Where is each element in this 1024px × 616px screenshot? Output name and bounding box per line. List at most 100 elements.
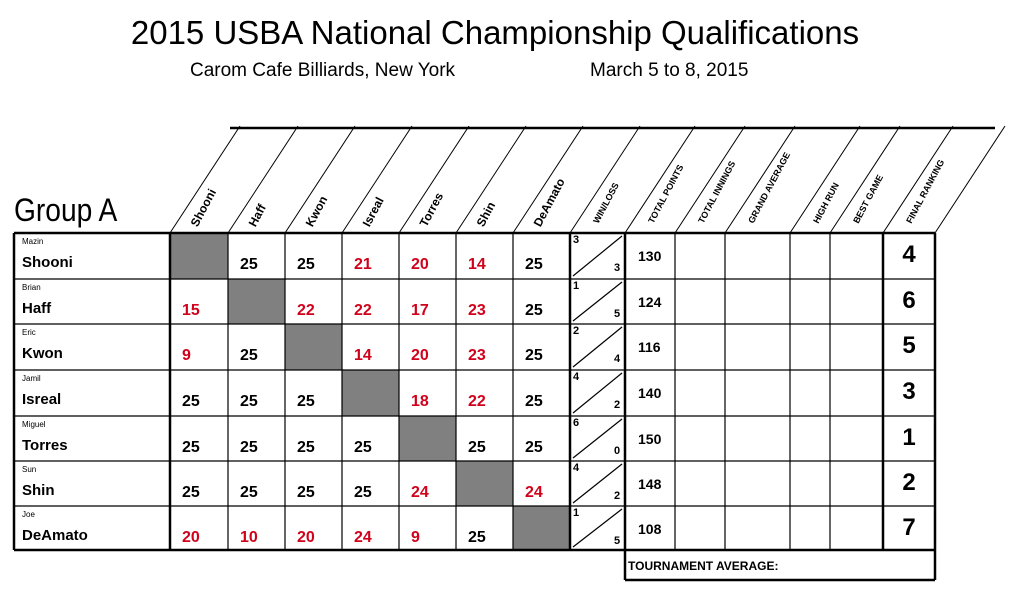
score-cell: 25 [297, 484, 315, 501]
header-slant-divider [624, 125, 696, 234]
self-match-cell [513, 506, 570, 550]
score-cell: 18 [411, 393, 429, 410]
self-match-cell [170, 233, 228, 279]
score-cell: 25 [468, 439, 486, 456]
win-loss-slash [572, 508, 623, 548]
win-loss-slash [572, 418, 623, 459]
group-label: Group A [14, 192, 118, 228]
self-match-cell [285, 324, 342, 370]
score-cell: 25 [297, 256, 315, 273]
player-last-name: DeAmato [22, 527, 88, 544]
score-cell: 24 [411, 484, 429, 501]
total-points: 130 [638, 248, 662, 264]
header-slant-divider [829, 125, 901, 234]
score-cell: 25 [468, 529, 486, 546]
score-cell: 25 [182, 484, 200, 501]
player-first-name: Jamil [22, 374, 41, 383]
score-cell: 22 [468, 393, 486, 410]
score-cell: 20 [411, 347, 429, 364]
player-last-name: Shin [22, 482, 55, 499]
wins-count: 1 [573, 280, 580, 292]
score-cell: 25 [297, 439, 315, 456]
win-loss-slash [572, 235, 623, 277]
score-cell: 10 [240, 529, 258, 546]
total-points: 140 [638, 385, 662, 401]
header-slant-divider [284, 125, 356, 234]
player-first-name: Eric [22, 328, 36, 337]
losses-count: 5 [614, 535, 621, 547]
header-slant-divider [569, 125, 641, 234]
player-first-name: Sun [22, 465, 37, 474]
venue: Carom Cafe Billiards, New York [190, 60, 456, 81]
wins-count: 6 [573, 417, 580, 429]
wins-count: 4 [573, 371, 580, 383]
score-cell: 25 [525, 393, 543, 410]
self-match-cell [399, 416, 456, 461]
score-cell: 25 [182, 393, 200, 410]
total-points: 124 [638, 294, 662, 310]
header-slant-divider [934, 125, 1006, 234]
wins-count: 2 [573, 325, 580, 337]
self-match-cell [342, 370, 399, 416]
final-ranking: 2 [902, 469, 916, 496]
tournament-average-label: TOURNAMENT AVERAGE: [628, 559, 779, 573]
score-cell: 20 [182, 529, 200, 546]
header-slant-divider [341, 125, 413, 234]
score-cell: 25 [525, 256, 543, 273]
final-ranking: 6 [902, 287, 916, 314]
header-slant-divider [227, 125, 299, 234]
wins-count: 4 [573, 462, 580, 474]
score-cell: 25 [240, 393, 258, 410]
final-ranking: 1 [902, 424, 916, 451]
score-cell: 25 [240, 347, 258, 364]
score-cell: 14 [354, 347, 372, 364]
score-cell: 25 [354, 484, 372, 501]
score-cell: 25 [240, 484, 258, 501]
player-first-name: Joe [22, 510, 35, 519]
score-cell: 23 [468, 302, 486, 319]
score-cell: 15 [182, 302, 200, 319]
score-cell: 25 [354, 439, 372, 456]
losses-count: 2 [614, 490, 621, 502]
score-cell: 25 [240, 439, 258, 456]
score-cell: 9 [411, 529, 420, 546]
score-cell: 21 [354, 256, 372, 273]
header-slant-divider [724, 125, 796, 234]
total-points: 116 [638, 339, 661, 355]
dates: March 5 to 8, 2015 [590, 60, 749, 81]
final-ranking: 3 [902, 378, 916, 405]
header-slant-divider [455, 125, 527, 234]
losses-count: 5 [614, 308, 621, 320]
score-cell: 9 [182, 347, 191, 364]
wins-count: 3 [573, 234, 580, 246]
header-slant-divider [882, 125, 954, 234]
losses-count: 3 [614, 262, 621, 274]
score-cell: 17 [411, 302, 429, 319]
score-cell: 25 [525, 439, 543, 456]
wins-count: 1 [573, 507, 580, 519]
player-last-name: Kwon [22, 345, 63, 362]
total-points: 148 [638, 476, 662, 492]
losses-count: 2 [614, 399, 621, 411]
header-slant-divider [512, 125, 584, 234]
score-cell: 25 [297, 393, 315, 410]
player-last-name: Torres [22, 437, 68, 454]
header-slant-divider [789, 125, 861, 234]
final-ranking: 7 [902, 514, 916, 541]
score-cell: 24 [354, 529, 372, 546]
score-cell: 20 [411, 256, 429, 273]
score-cell: 25 [525, 347, 543, 364]
player-first-name: Mazin [22, 237, 44, 246]
score-cell: 25 [182, 439, 200, 456]
total-points: 108 [638, 521, 662, 537]
score-cell: 24 [525, 484, 543, 501]
losses-count: 0 [614, 445, 621, 457]
player-last-name: Isreal [22, 391, 62, 408]
score-cell: 22 [297, 302, 315, 319]
header-slant-divider [674, 125, 746, 234]
player-first-name: Miguel [22, 420, 46, 429]
final-ranking: 4 [902, 241, 916, 268]
header-slant-divider [398, 125, 470, 234]
score-cell: 25 [525, 302, 543, 319]
